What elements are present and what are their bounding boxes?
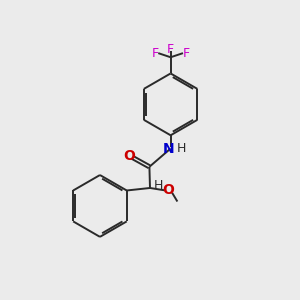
Text: F: F (152, 46, 159, 60)
Text: O: O (163, 183, 175, 197)
Text: F: F (182, 46, 190, 60)
Text: N: N (162, 142, 174, 155)
Text: O: O (124, 149, 135, 163)
Text: H: H (154, 179, 163, 192)
Text: F: F (167, 43, 174, 56)
Text: H: H (177, 142, 187, 155)
